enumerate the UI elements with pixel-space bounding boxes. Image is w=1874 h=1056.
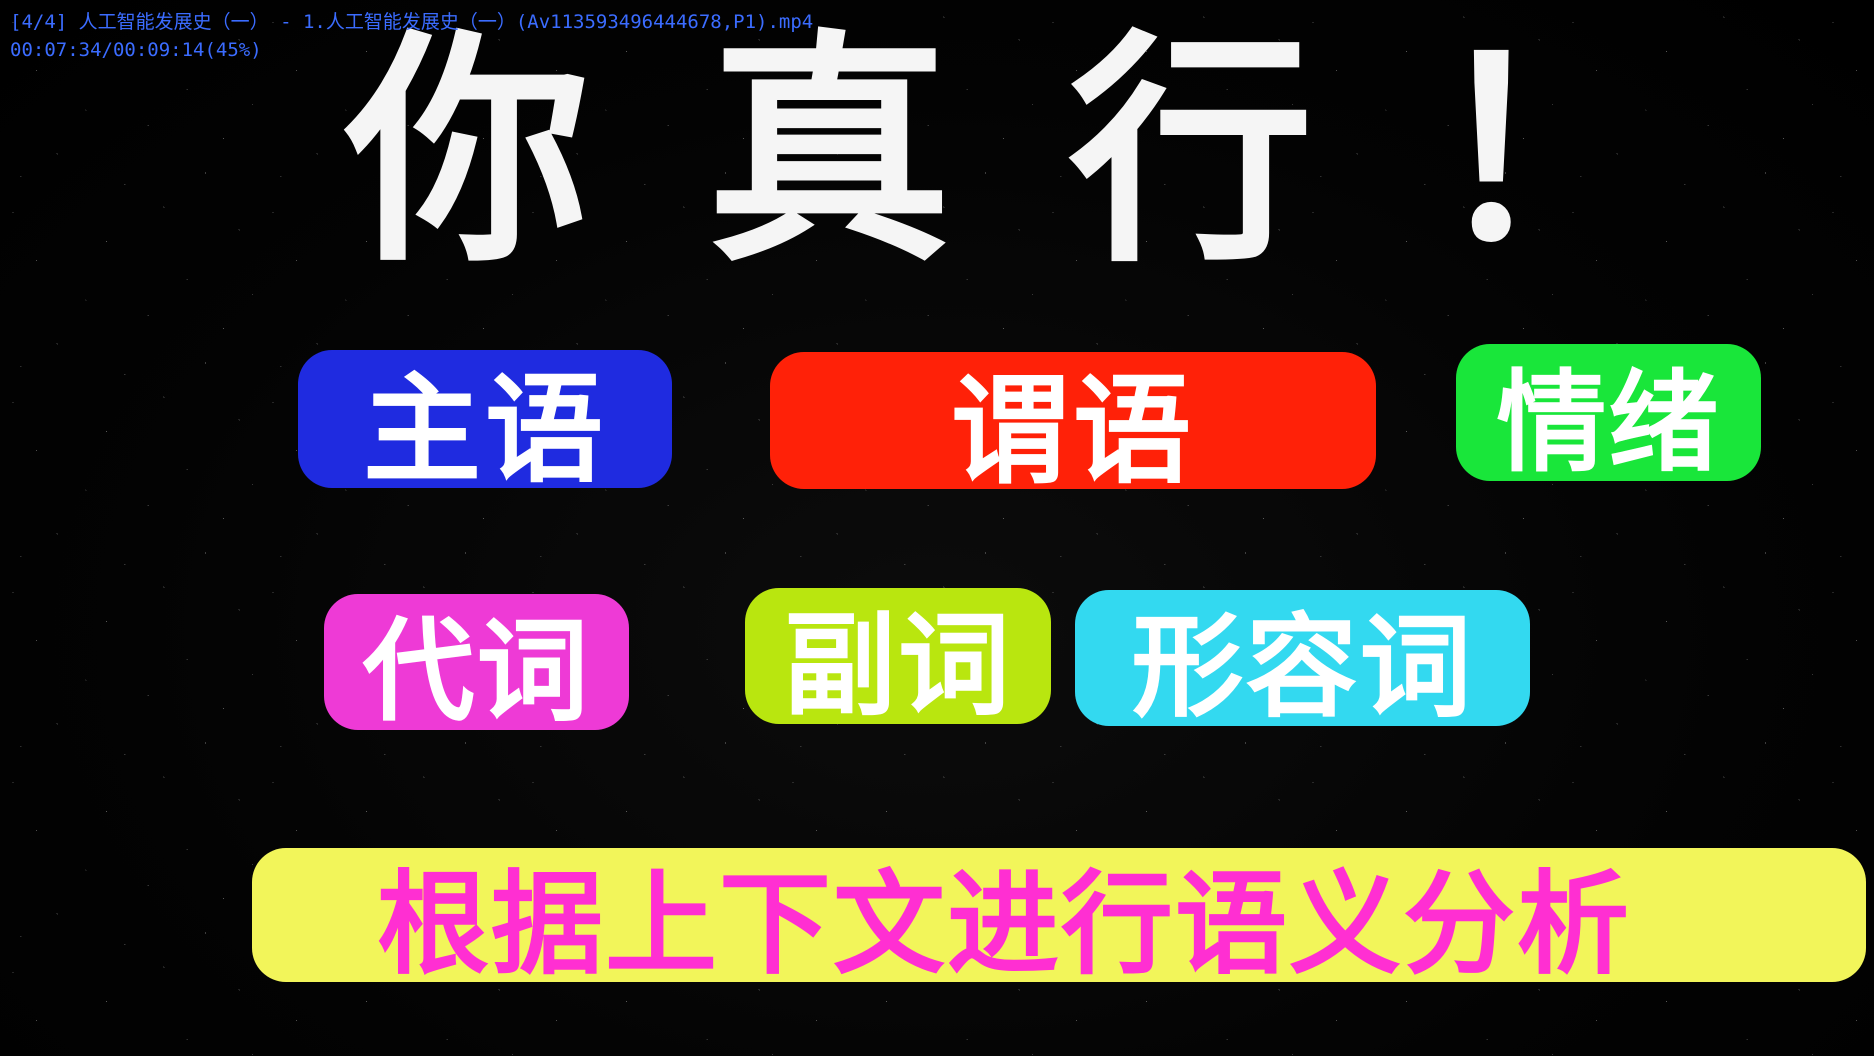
tag-pronoun: 代词 <box>324 594 629 737</box>
headline-char-1: 你 <box>345 10 590 295</box>
player-info-overlay: [4/4] 人工智能发展史（一） - 1.人工智能发展史（一）(Av113593… <box>10 8 813 64</box>
semantic-analysis-banner: 根据上下文进行语义分析 <box>252 848 1866 990</box>
playback-time-line: 00:07:34/00:09:14(45%) <box>10 39 262 61</box>
headline-char-3: 行 <box>1068 10 1314 295</box>
video-title-line: [4/4] 人工智能发展史（一） - 1.人工智能发展史（一）(Av113593… <box>10 11 814 33</box>
tag-adverb: 副词 <box>745 588 1051 731</box>
tag-subject: 主语 <box>298 350 672 499</box>
headline-char-4: ！ <box>1429 10 1675 295</box>
tag-predicate: 谓语 <box>770 352 1376 500</box>
tag-adjective: 形容词 <box>1075 590 1530 733</box>
headline: 你 真 行 ！ <box>345 10 1675 295</box>
tag-emotion: 情绪 <box>1456 344 1761 487</box>
headline-char-2: 真 <box>706 10 952 295</box>
